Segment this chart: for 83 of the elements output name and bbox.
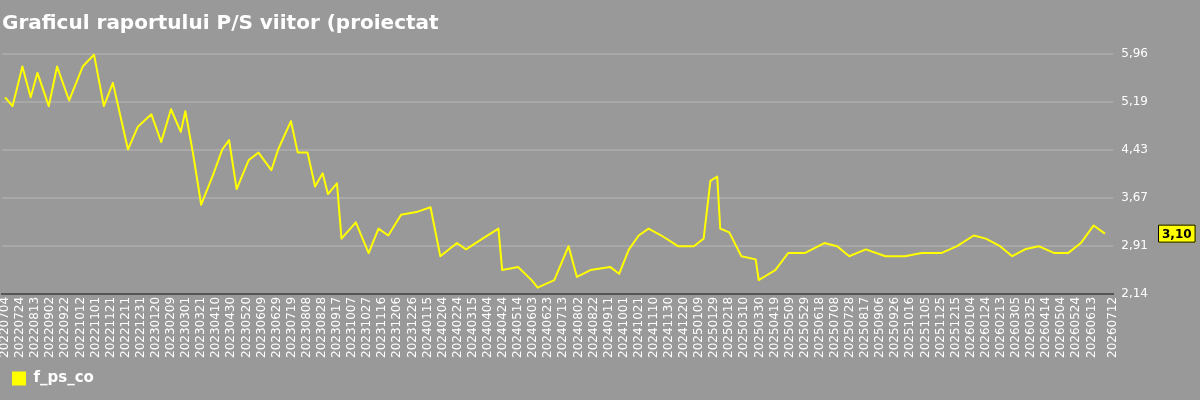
x-tick-label: 20230209 xyxy=(163,296,178,358)
x-tick-label: 20220704 xyxy=(0,296,12,358)
x-tick-label: 20221012 xyxy=(72,296,87,358)
x-tick-label: 20241001 xyxy=(615,296,630,358)
x-tick-label: 20260613 xyxy=(1083,296,1098,358)
text: 3,10 xyxy=(1162,226,1192,241)
x-tick-label: 20240623 xyxy=(540,296,555,358)
x-tick-label: 20241130 xyxy=(661,296,676,358)
x-tick-label: 20250817 xyxy=(857,296,872,358)
x-tick-label: 20221211 xyxy=(117,296,132,358)
x-tick-label: 20250218 xyxy=(721,296,736,358)
x-tick-label: 20240802 xyxy=(570,296,585,358)
x-tick-label: 20230410 xyxy=(208,296,223,358)
x-tick-label: 20251016 xyxy=(902,296,917,358)
x-tick-label: 20240224 xyxy=(449,296,464,358)
x-tick-label: 20231206 xyxy=(389,296,404,358)
x-tick-label: 20220902 xyxy=(42,296,57,358)
x-tick-label: 20220922 xyxy=(57,296,72,358)
x-tick-label: 20230430 xyxy=(223,296,238,358)
x-tick-label: 20230917 xyxy=(329,296,344,358)
x-tick-label: 20260504 xyxy=(1053,296,1068,358)
y-tick-label: 5,19 xyxy=(1121,94,1148,109)
x-tick-label: 20260414 xyxy=(1038,296,1053,358)
x-tick-label: 20230719 xyxy=(283,296,298,358)
x-tick-label: 20240713 xyxy=(555,296,570,358)
x-tick-label: 20250109 xyxy=(691,296,706,358)
chart-title: Graficul raportului P/S viitor (proiectat xyxy=(2,10,440,35)
x-tick-label: 20251105 xyxy=(917,296,932,358)
x-tick-label: 20260104 xyxy=(962,296,977,358)
x-tick-label: 20260524 xyxy=(1068,296,1083,358)
x-tick-label: 20251125 xyxy=(932,296,947,358)
x-tick-label: 20230120 xyxy=(148,296,163,358)
x-tick-label: 20240315 xyxy=(464,296,479,358)
x-tick-label: 20231027 xyxy=(359,296,374,358)
y-tick-label: 3,67 xyxy=(1121,189,1148,204)
x-tick-label: 20250529 xyxy=(796,296,811,358)
x-tick-label: 20230520 xyxy=(238,296,253,358)
x-tick-label: 20230828 xyxy=(314,296,329,358)
y-tick-label: 2,91 xyxy=(1121,237,1148,252)
x-tick-label: 20220724 xyxy=(12,296,27,358)
x-tick-label: 20241220 xyxy=(676,296,691,358)
x-tick-label: 20231226 xyxy=(404,296,419,358)
x-tick-label: 20230609 xyxy=(253,296,268,358)
x-tick-label: 20221231 xyxy=(132,296,147,358)
x-tick-label: 20240204 xyxy=(434,296,449,358)
y-tick-label: 2,14 xyxy=(1121,286,1148,301)
x-tick-label: 20250129 xyxy=(706,296,721,358)
x-tick-label: 20230629 xyxy=(268,296,283,358)
x-tick-label: 20241110 xyxy=(645,296,660,358)
y-tick-label: 4,43 xyxy=(1121,142,1148,157)
x-tick-label: 20250906 xyxy=(872,296,887,358)
x-tick-label: 20250419 xyxy=(766,296,781,358)
x-tick-label: 20250926 xyxy=(887,296,902,358)
x-tick-label: 20250618 xyxy=(811,296,826,358)
x-tick-label: 20251215 xyxy=(947,296,962,358)
x-tick-label: 20240404 xyxy=(479,296,494,358)
x-tick-label: 20260124 xyxy=(977,296,992,358)
x-tick-label: 20240822 xyxy=(585,296,600,358)
x-tick-label: 20240115 xyxy=(419,296,434,358)
x-tick-label: 20241021 xyxy=(630,296,645,358)
x-tick-label: 20221121 xyxy=(102,296,117,358)
x-tick-label: 20230808 xyxy=(298,296,313,358)
x-tick-label: 20230321 xyxy=(193,296,208,358)
x-tick-label: 20221101 xyxy=(87,296,102,358)
y-tick-label: 5,96 xyxy=(1121,46,1148,61)
x-tick-label: 20260712 xyxy=(1105,296,1120,358)
x-tick-label: 20231116 xyxy=(374,296,389,358)
x-tick-label: 20231007 xyxy=(344,296,359,358)
x-tick-label: 20250310 xyxy=(736,296,751,358)
x-tick-label: 20250708 xyxy=(827,296,842,358)
x-tick-label: 20220813 xyxy=(27,296,42,358)
x-tick-label: 20230301 xyxy=(178,296,193,358)
x-tick-label: 20260213 xyxy=(993,296,1007,358)
x-tick-label: 20250728 xyxy=(842,296,857,358)
x-tick-label: 20240424 xyxy=(495,296,510,358)
legend-label: f_ps_co xyxy=(33,368,94,387)
x-tick-label: 20240514 xyxy=(510,296,525,358)
x-tick-label: 20260305 xyxy=(1008,296,1023,358)
x-tick-label: 20260325 xyxy=(1023,296,1038,358)
x-tick-label: 20250330 xyxy=(751,296,766,358)
x-tick-label: 20240603 xyxy=(525,296,540,358)
x-tick-label: 20240911 xyxy=(600,296,615,358)
x-tick-label: 20250509 xyxy=(781,296,796,358)
